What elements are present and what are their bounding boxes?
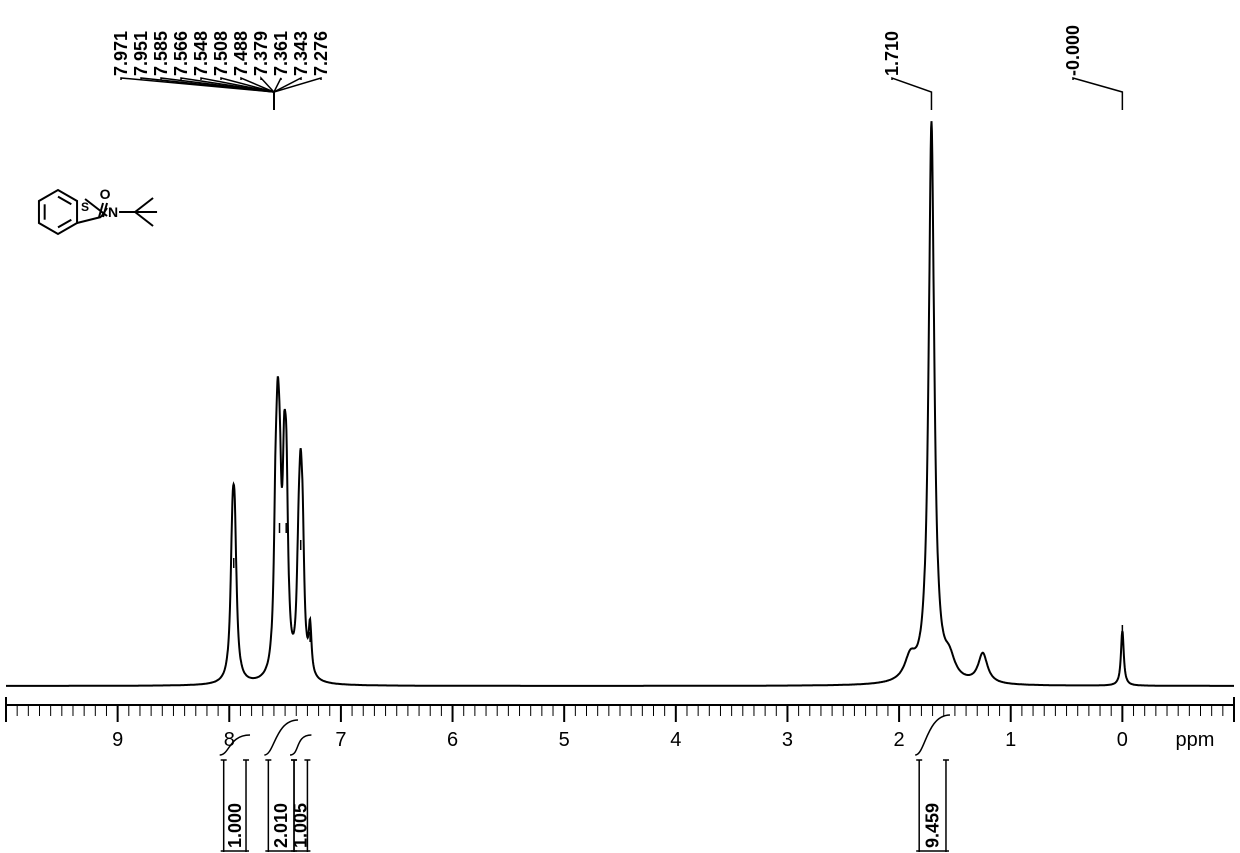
axis-unit-label: ppm [1176,729,1215,751]
peak-label: 7.488 [231,31,251,76]
axis-tick-label: 5 [559,729,570,751]
peak-label: 7.379 [251,31,271,76]
integral-curve [290,735,311,755]
integral-value: 1.005 [291,803,311,848]
integral-curve [915,715,950,755]
integral-value: 1.000 [225,803,245,848]
axis-tick-label: 1 [1005,729,1016,751]
peak-label: 7.951 [131,31,151,76]
molecular-structure: ON S [39,186,157,234]
integral-curve [264,720,298,755]
axis-tick-label: 9 [112,729,123,751]
axis-tick-label: 3 [782,729,793,751]
peak-label-group: 1.710 [882,31,931,110]
peak-label: 7.361 [271,31,291,76]
axis-tick-label: 4 [670,729,681,751]
nmr-spectrum-trace [6,121,1234,686]
integral-value: 9.459 [923,803,943,848]
peak-label-group: 7.9717.9517.5857.5667.5487.5087.4887.379… [111,31,331,110]
x-axis: 9876543210ppm [6,697,1234,751]
peak-label: 7.566 [171,31,191,76]
integral-label-group: 1.000 [220,735,250,852]
peak-label: 7.508 [211,31,231,76]
axis-tick-label: 2 [894,729,905,751]
peak-label: 7.276 [311,31,331,76]
axis-tick-label: 6 [447,729,458,751]
atom-label-s: S [81,200,89,214]
peak-label: 1.710 [882,31,902,76]
peak-label: 7.548 [191,31,211,76]
peak-label: 7.585 [151,31,171,76]
atom-label-n: N [108,204,118,220]
atom-label-o: O [100,186,111,202]
axis-tick-label: 7 [335,729,346,751]
peak-label-group: -0.000 [1063,25,1122,110]
peak-label: -0.000 [1063,25,1083,76]
integral-value: 2.010 [271,803,291,848]
peak-label: 7.343 [291,31,311,76]
integral-label-group: 9.459 [915,715,950,852]
axis-tick-label: 0 [1117,729,1128,751]
integral-label-group: 1.005 [290,735,311,852]
peak-label: 7.971 [111,31,131,76]
